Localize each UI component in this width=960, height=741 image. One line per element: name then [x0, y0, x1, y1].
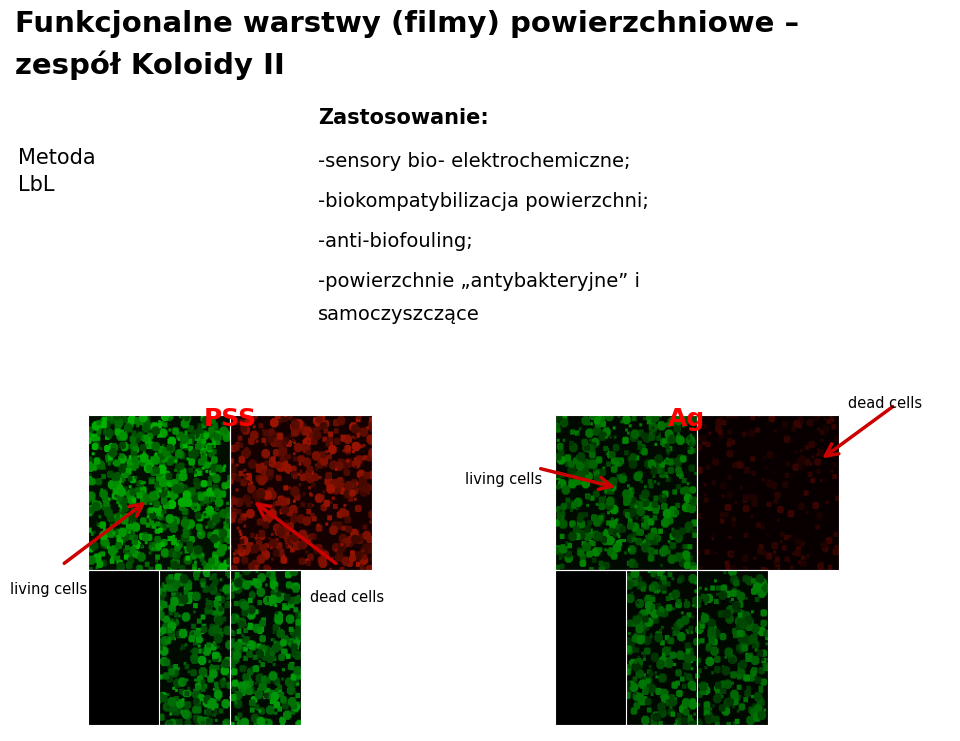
Bar: [88, 570, 230, 725]
Text: samoczyszczące: samoczyszczące: [318, 305, 480, 324]
Bar: [555, 570, 697, 725]
Text: LbL: LbL: [18, 175, 55, 195]
Bar: [88, 415, 230, 570]
Text: Ag: Ag: [668, 407, 706, 431]
Text: zespół Koloidy II: zespół Koloidy II: [15, 50, 285, 79]
Text: living cells: living cells: [465, 472, 542, 487]
Text: living cells: living cells: [10, 582, 87, 597]
Text: Zastosowanie:: Zastosowanie:: [318, 108, 489, 128]
Bar: [555, 570, 697, 725]
Text: Metoda: Metoda: [18, 148, 96, 168]
Text: PSS: PSS: [204, 407, 256, 431]
Text: -powierzchnie „antybakteryjne” i: -powierzchnie „antybakteryjne” i: [318, 272, 640, 291]
Bar: [626, 570, 768, 725]
Text: dead cells: dead cells: [848, 396, 923, 411]
Bar: [230, 415, 372, 570]
Text: dead cells: dead cells: [310, 590, 384, 605]
Text: -sensory bio- elektrochemiczne;: -sensory bio- elektrochemiczne;: [318, 152, 631, 171]
Text: -anti-biofouling;: -anti-biofouling;: [318, 232, 472, 251]
Bar: [159, 570, 301, 725]
Text: -biokompatybilizacja powierzchni;: -biokompatybilizacja powierzchni;: [318, 192, 649, 211]
Text: Funkcjonalne warstwy (filmy) powierzchniowe –: Funkcjonalne warstwy (filmy) powierzchni…: [15, 10, 799, 38]
Bar: [697, 415, 839, 570]
Bar: [88, 570, 230, 725]
Bar: [555, 415, 697, 570]
